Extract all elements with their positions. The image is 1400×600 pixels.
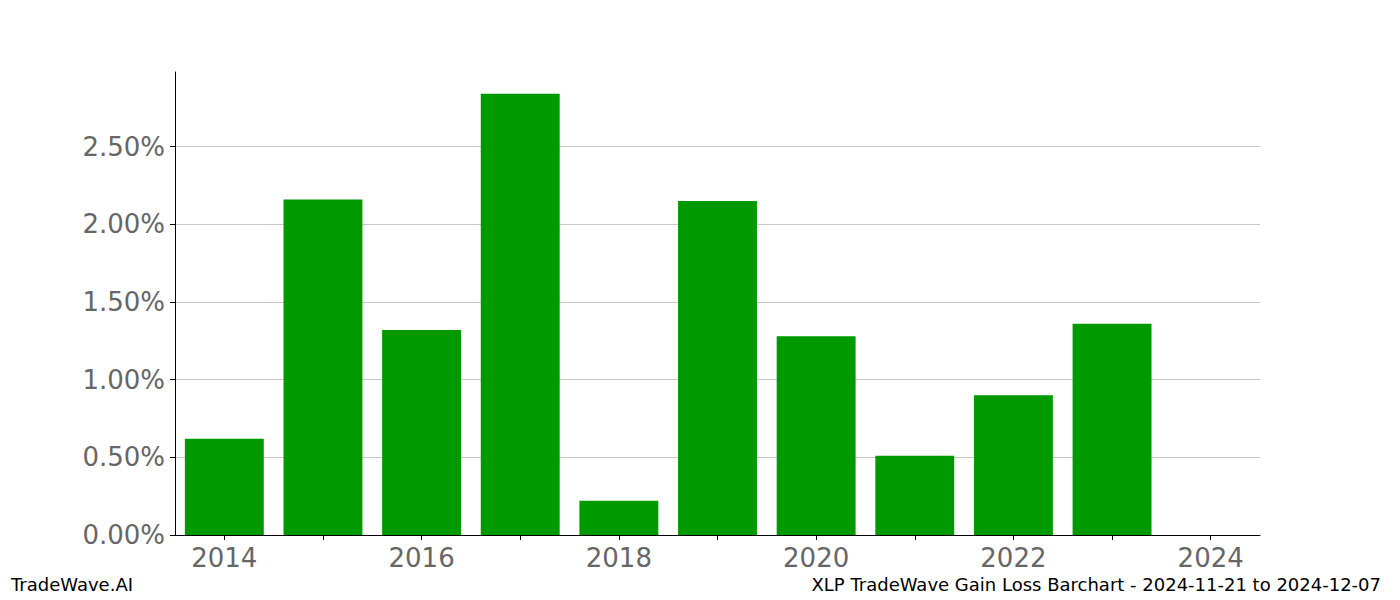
svg-text:1.00%: 1.00% bbox=[82, 365, 165, 395]
svg-text:1.50%: 1.50% bbox=[82, 287, 165, 317]
svg-text:2024: 2024 bbox=[1178, 543, 1244, 573]
svg-text:2014: 2014 bbox=[191, 543, 257, 573]
svg-text:0.00%: 0.00% bbox=[82, 520, 165, 550]
svg-text:2.00%: 2.00% bbox=[82, 209, 165, 239]
svg-text:2016: 2016 bbox=[389, 543, 455, 573]
svg-text:2.50%: 2.50% bbox=[82, 132, 165, 162]
svg-text:2018: 2018 bbox=[586, 543, 652, 573]
svg-text:2022: 2022 bbox=[980, 543, 1046, 573]
svg-text:XLP TradeWave Gain Loss Barcha: XLP TradeWave Gain Loss Barchart - 2024-… bbox=[812, 574, 1382, 595]
svg-text:TradeWave.AI: TradeWave.AI bbox=[10, 574, 133, 595]
svg-text:2020: 2020 bbox=[783, 543, 849, 573]
svg-text:0.50%: 0.50% bbox=[82, 442, 165, 472]
